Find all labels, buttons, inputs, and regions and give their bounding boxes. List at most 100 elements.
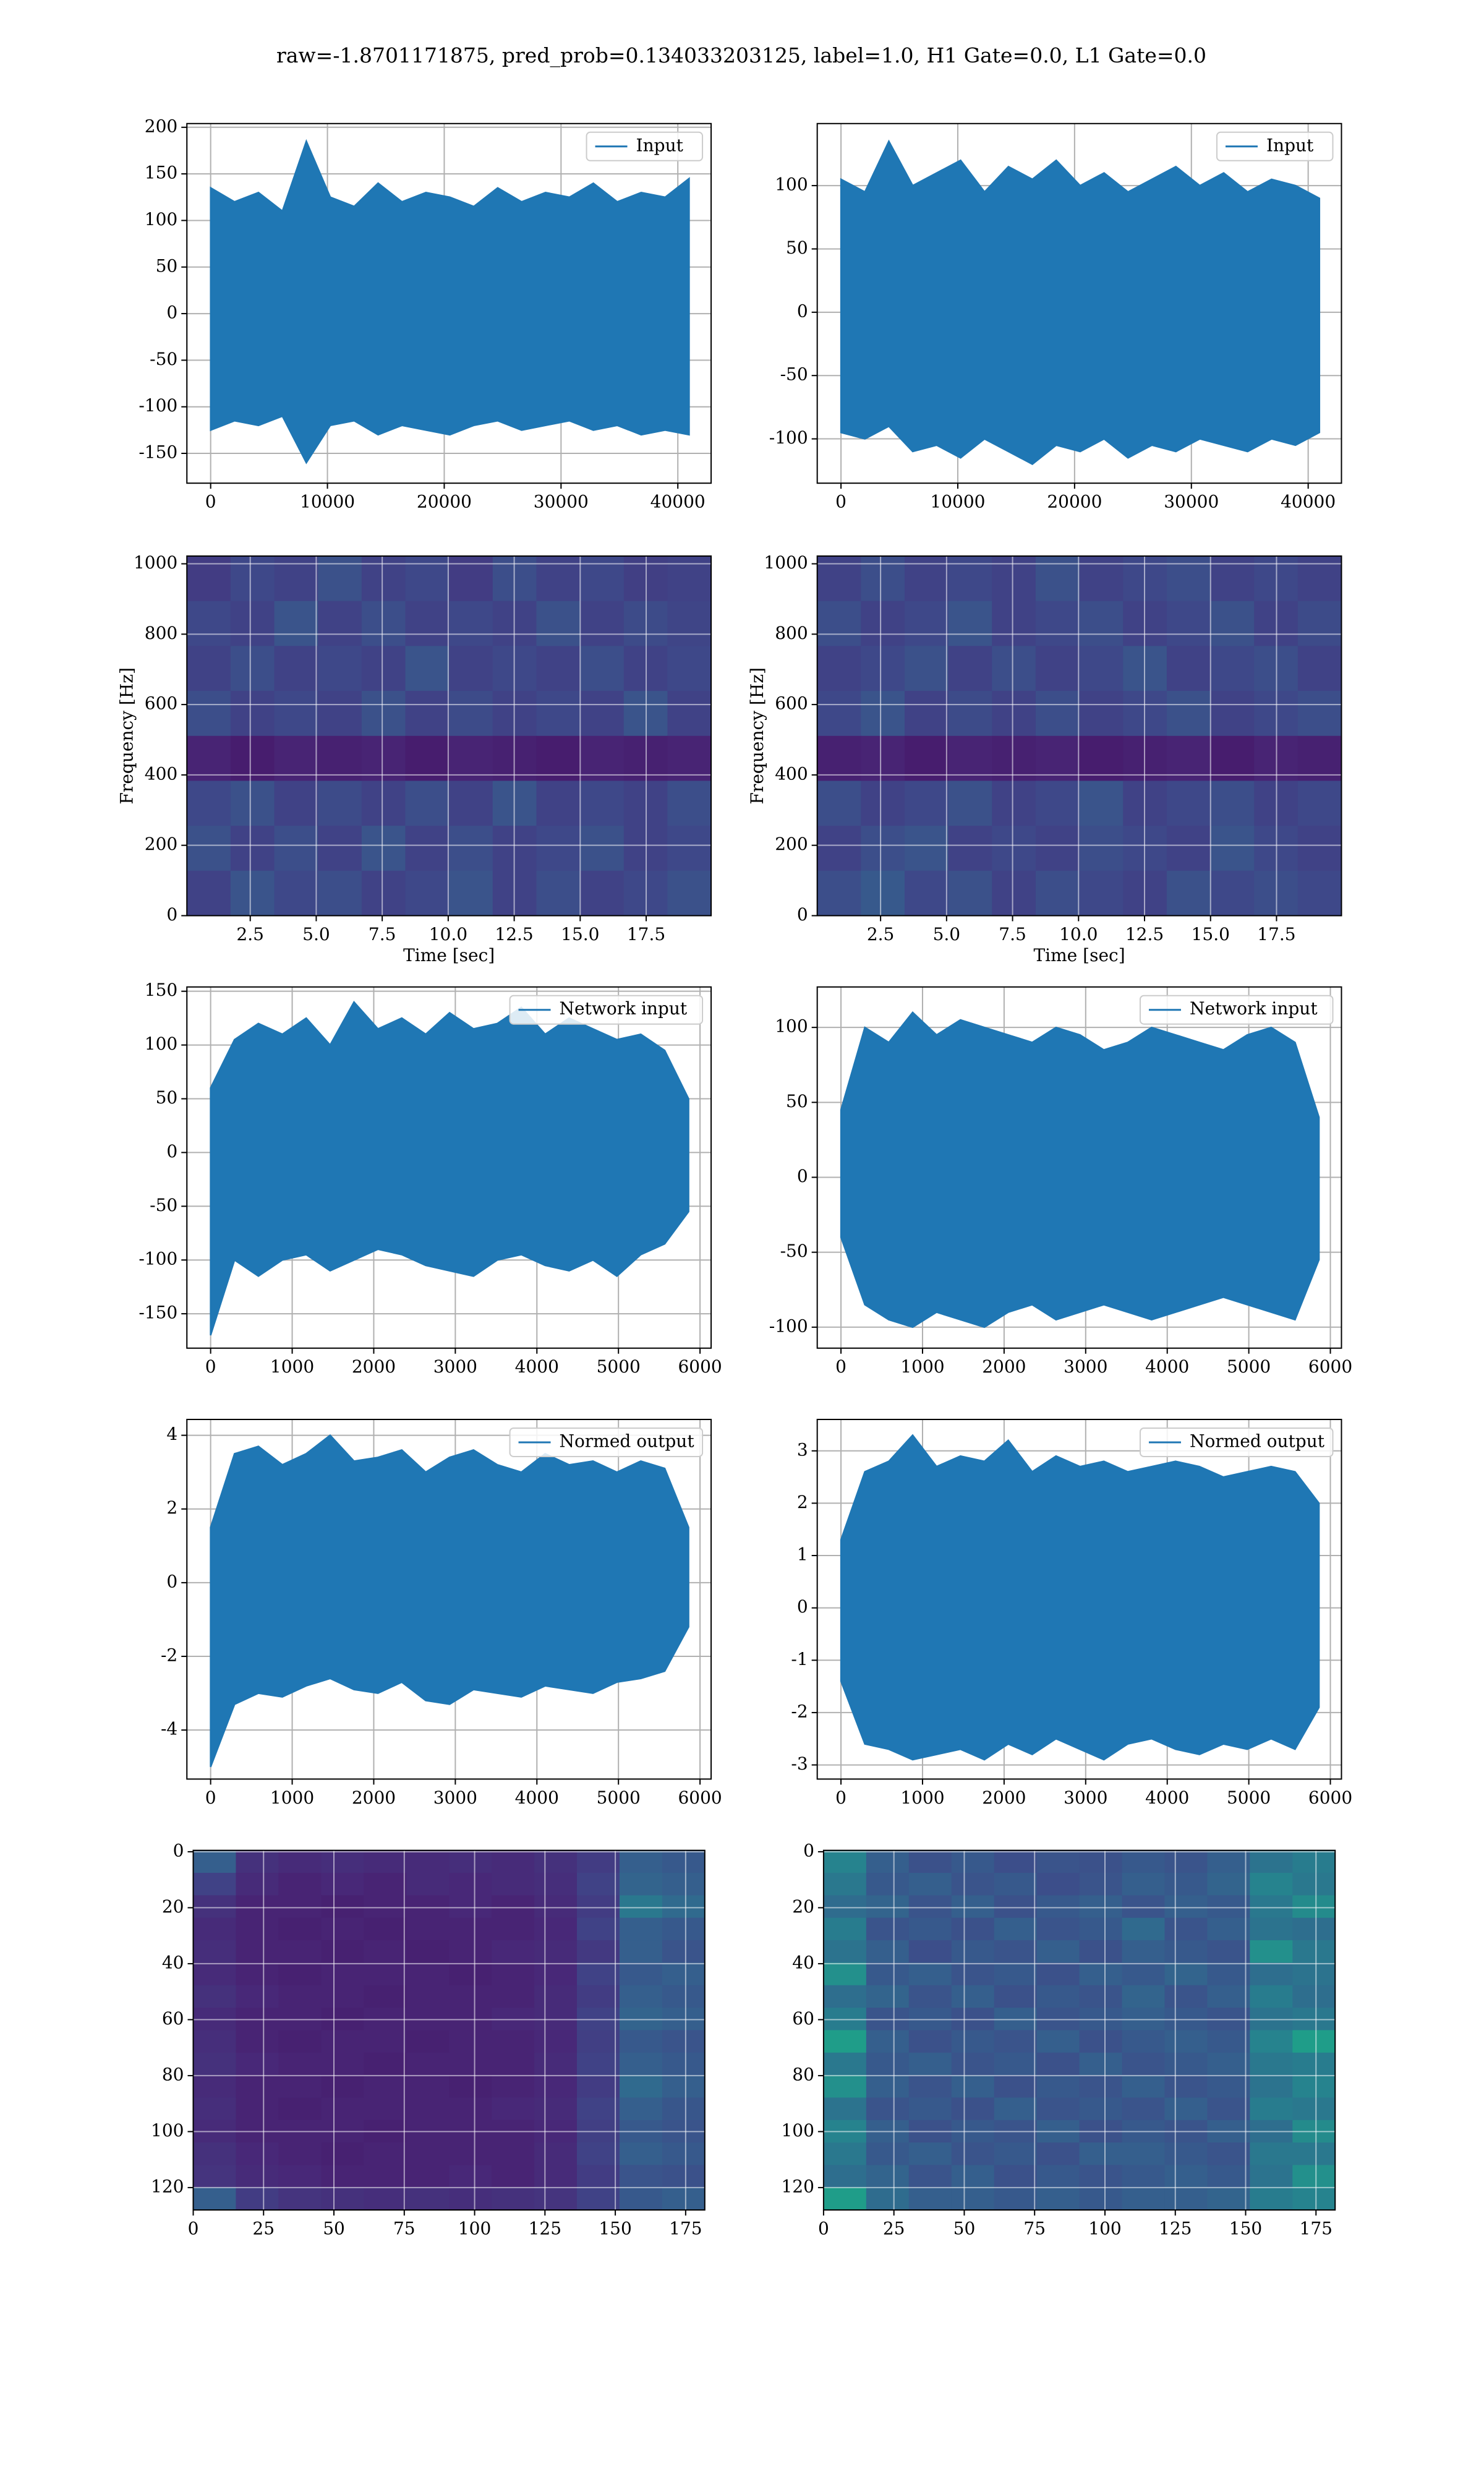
heatmap-cell xyxy=(576,1963,620,1986)
heatmap-cell xyxy=(1207,1940,1250,1963)
heatmap-cell xyxy=(1036,1917,1080,1941)
heatmap-cell xyxy=(817,735,861,782)
heatmap-cell xyxy=(1207,1985,1250,2008)
heatmap-cell xyxy=(1036,2097,1080,2121)
heatmap-cell xyxy=(318,870,362,917)
heatmap-cell xyxy=(908,1940,952,1963)
heatmap-cell xyxy=(321,2097,364,2121)
heatmap-cell xyxy=(667,870,712,917)
heatmap-cell xyxy=(1079,781,1124,826)
heatmap-cell xyxy=(1122,2075,1166,2099)
heatmap-cell xyxy=(449,601,493,646)
heatmap-cell xyxy=(492,2097,535,2121)
heatmap-cell xyxy=(278,2075,322,2099)
y-axis-label: Frequency [Hz] xyxy=(117,667,137,804)
heatmap-cell xyxy=(187,646,231,691)
heatmap-cell xyxy=(278,1940,322,1963)
heatmap-cell xyxy=(364,2165,407,2188)
heatmap-cell xyxy=(866,1917,910,1941)
heatmap-cell xyxy=(1122,2052,1166,2076)
x-tick-label: 0 xyxy=(205,492,216,512)
heatmap-cell xyxy=(536,735,581,782)
heatmap-cell xyxy=(1166,781,1211,826)
heatmap-cell xyxy=(823,1985,867,2008)
heatmap-cell xyxy=(951,1985,995,2008)
heatmap-cell xyxy=(1036,2030,1080,2053)
heatmap-cell xyxy=(1297,691,1342,737)
legend-label: Normed output xyxy=(560,1431,695,1451)
x-tick-label: 175 xyxy=(1300,2219,1333,2239)
axes-frame xyxy=(186,1418,712,1780)
heatmap-cell xyxy=(274,556,318,602)
y-tick-label: 0 xyxy=(803,1840,814,1860)
heatmap-cell xyxy=(580,646,625,691)
subplot: 0 25 50 75 100 125 150 175 0 20 40 60 80 100 120 xyxy=(151,1840,706,2239)
heatmap-cell xyxy=(449,556,493,602)
heatmap-cell xyxy=(187,601,231,646)
heatmap-cell xyxy=(904,646,949,691)
heatmap-cell xyxy=(1210,781,1255,826)
x-tick-label: 5000 xyxy=(1227,1787,1271,1808)
heatmap-cell xyxy=(405,601,450,646)
heatmap-cell xyxy=(193,1895,237,1919)
y-tick-label: 150 xyxy=(145,980,177,1000)
x-tick-label: 1000 xyxy=(900,1356,944,1377)
axes-frame xyxy=(186,555,712,917)
heatmap-cell xyxy=(449,735,493,782)
heatmap-cell xyxy=(534,1873,578,1896)
heatmap-cell xyxy=(274,601,318,646)
heatmap-cell xyxy=(449,826,493,871)
x-tick-label: 1000 xyxy=(270,1787,314,1808)
subplot: 0 10000 20000 30000 40000 -100 -50 0 50 100 Input xyxy=(769,122,1342,512)
x-tick-label: 30000 xyxy=(534,492,589,512)
heatmap-cell xyxy=(1297,646,1342,691)
heatmap-cell xyxy=(1035,735,1080,782)
x-tick-label: 10.0 xyxy=(1059,924,1098,944)
x-axis-label: Time [sec] xyxy=(1034,945,1125,965)
x-tick-label: 0 xyxy=(188,2219,199,2239)
heatmap-cell xyxy=(1036,2052,1080,2076)
heatmap-cell xyxy=(619,2030,663,2053)
heatmap-cell xyxy=(187,691,231,737)
heatmap-cell xyxy=(1210,870,1255,917)
heatmap-cell xyxy=(994,1917,1038,1941)
heatmap-cell xyxy=(364,2030,407,2053)
heatmap-cell xyxy=(278,1895,322,1919)
x-tick-label: 175 xyxy=(669,2219,702,2239)
legend-label: Input xyxy=(636,135,684,155)
heatmap-cell xyxy=(823,2097,867,2121)
y-tick-label: 2 xyxy=(166,1497,177,1518)
heatmap-cell xyxy=(667,826,712,871)
heatmap-cell xyxy=(536,870,581,917)
y-axis-label: Frequency [Hz] xyxy=(747,667,767,804)
heatmap-cell xyxy=(536,781,581,826)
heatmap-cell xyxy=(364,1850,407,1873)
heatmap-cell xyxy=(449,1850,492,1873)
heatmap-cell xyxy=(994,2142,1038,2166)
heatmap-cell xyxy=(576,1850,620,1873)
x-tick-label: 5.0 xyxy=(302,924,330,944)
legend-box xyxy=(586,131,704,161)
heatmap-cell xyxy=(1164,1940,1208,1963)
y-tick-label: 1000 xyxy=(764,552,808,573)
heatmap-cell xyxy=(619,1940,663,1963)
heatmap-cell xyxy=(193,1940,237,1963)
heatmap-cell xyxy=(994,1963,1038,1986)
heatmap-cell xyxy=(406,1873,450,1896)
heatmap-cell xyxy=(1079,2165,1123,2188)
heatmap-cell xyxy=(580,781,625,826)
y-tick-label: 20 xyxy=(162,1896,184,1917)
heatmap-cell xyxy=(576,2187,620,2211)
heatmap-cell xyxy=(1079,2030,1123,2053)
heatmap-cell xyxy=(230,556,275,602)
x-tick-label: 10.0 xyxy=(429,924,467,944)
heatmap-cell xyxy=(1079,1873,1123,1896)
heatmap-cell xyxy=(236,1895,279,1919)
heatmap-cell xyxy=(908,2187,952,2211)
heatmap-cell xyxy=(236,1850,279,1873)
x-tick-label: 125 xyxy=(529,2219,561,2239)
heatmap-cell xyxy=(193,2142,237,2166)
heatmap-cell xyxy=(1250,1985,1293,2008)
heatmap-cell xyxy=(492,2030,535,2053)
heatmap-cell xyxy=(405,870,450,917)
